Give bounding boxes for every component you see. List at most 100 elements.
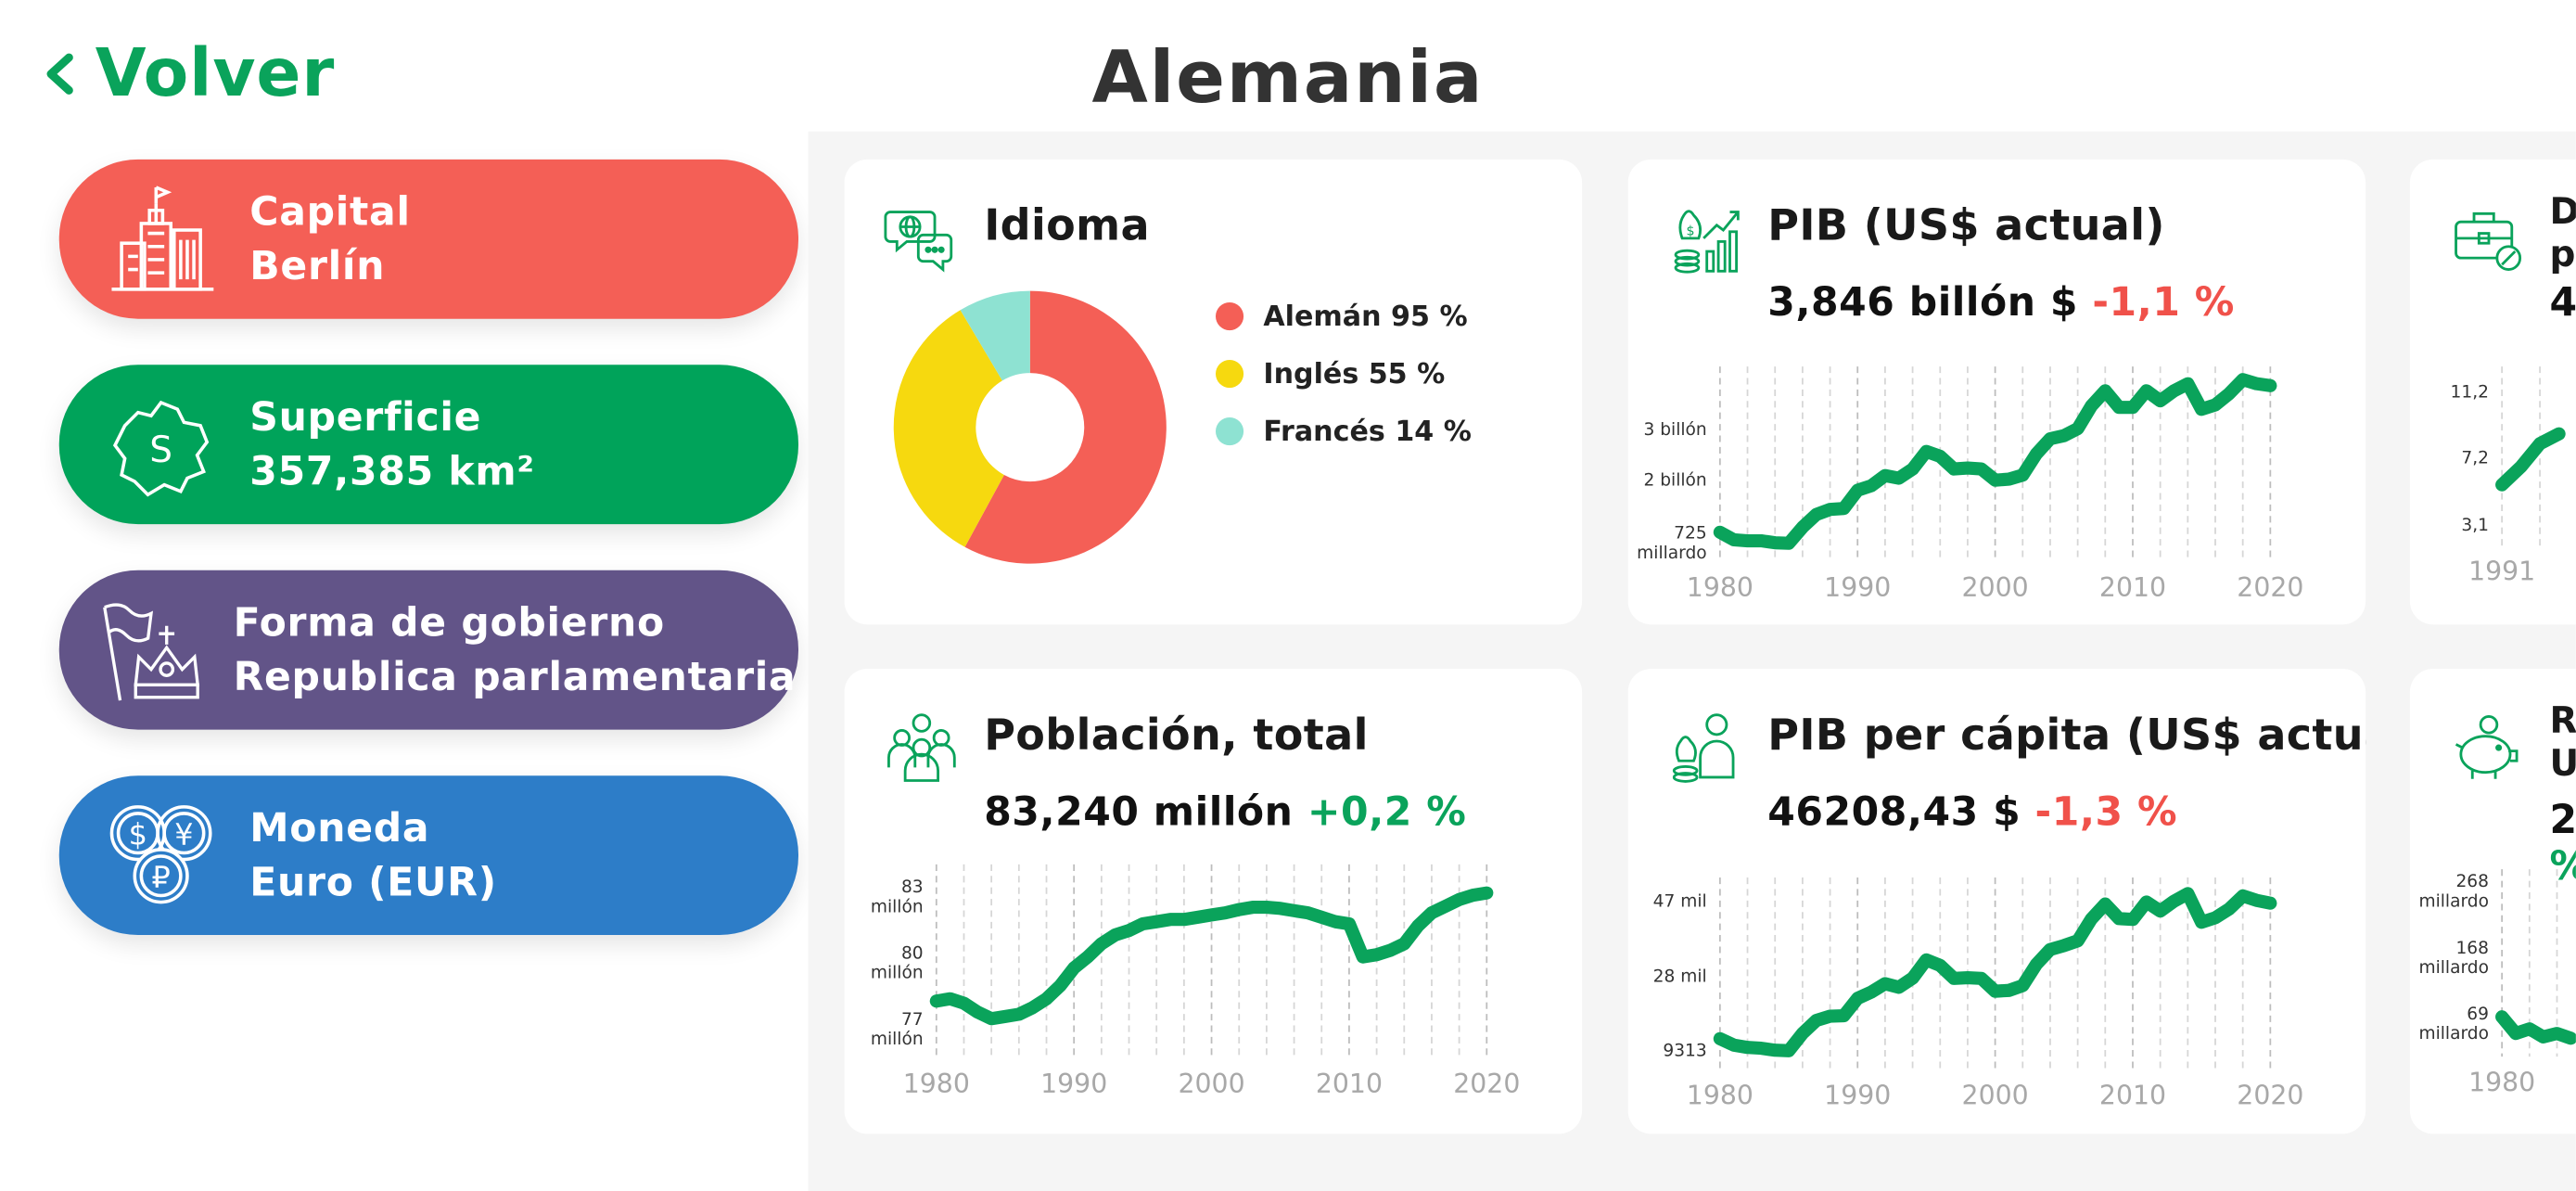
x-tick-label: 1980 <box>1687 1081 1753 1111</box>
capital-text: Capital Berlín <box>249 185 410 293</box>
series-line <box>929 886 1494 1026</box>
reserves-title-line: R <box>2549 701 2576 743</box>
x-tick-label: 1990 <box>1824 1081 1891 1111</box>
language-donut-chart <box>893 290 1167 564</box>
svg-text:$: $ <box>1686 224 1694 238</box>
gdp-line-chart: 1980 1990 2000 2010 2020 3 billón 2 billón 725 m… <box>1637 366 2303 603</box>
pie-slice <box>893 310 1004 547</box>
reserves-title-line: U <box>2550 745 2576 788</box>
x-tick-label: 2020 <box>2237 572 2303 603</box>
x-tick-label: 1980 <box>2468 1067 2535 1097</box>
government-value: Republica parlamentaria <box>233 653 797 699</box>
x-tick-label: 1980 <box>903 1069 970 1099</box>
x-tick-label: 2010 <box>1316 1069 1383 1099</box>
x-tick-label: 2000 <box>1962 1081 2029 1111</box>
debt-card[interactable]: D p 4 1991 11,2 7,2 3,1 <box>2409 159 2576 625</box>
legend-label: Alemán 95 % <box>1263 300 1468 333</box>
capital-label: Capital <box>249 187 411 235</box>
reserves-value: 2 % <box>2550 797 2576 889</box>
coins-icon: $ ¥ ₽ <box>109 804 212 903</box>
reserves-value-line: 2 <box>2549 797 2576 843</box>
gdp-title: PIB (US$ actual) <box>1767 201 2165 252</box>
currency-pill[interactable]: $ ¥ ₽ Moneda Euro (EUR) <box>58 775 798 936</box>
page-title: Alemania <box>0 36 2576 120</box>
piggy-bank-icon <box>2455 715 2519 779</box>
gdp-per-capita-line-chart: 1980 1990 2000 2010 2020 47 mil 28 mil 9313 <box>1653 877 2303 1111</box>
back-label: Volver <box>95 35 336 112</box>
area-pill[interactable]: S Superficie 357,385 km² <box>58 365 798 525</box>
reserves-title: R U <box>2550 701 2576 787</box>
population-line-chart: 1980 1990 2000 2010 2020 83 millón 80 millón 77 mi… <box>871 864 1520 1099</box>
gdp-value: 3,846 billón $ <box>1767 279 2079 326</box>
population-delta: +0,2 % <box>1307 788 1467 835</box>
gdp-delta: -1,1 % <box>2092 279 2235 326</box>
city-icon <box>111 185 214 290</box>
gdp-card[interactable]: $ PIB (US$ actual) 3,846 billón $ -1,1 %… <box>1627 159 2366 625</box>
people-group-icon <box>887 713 956 782</box>
population-value: 83,240 millón <box>984 788 1294 835</box>
money-growth-icon: $ <box>1674 210 1740 274</box>
svg-text:S: S <box>149 429 172 470</box>
map-area-icon: S <box>112 400 210 496</box>
reserves-value-line: % <box>2550 843 2576 890</box>
x-tick-label: 2020 <box>2237 1081 2303 1111</box>
x-tick-label: 1990 <box>1824 572 1891 603</box>
gdp-per-capita-title: PIB per cápita (US$ actual) <box>1767 711 2366 762</box>
legend-item: Francés 14 % <box>1215 403 1472 460</box>
area-label: Superficie <box>249 393 482 440</box>
series-line <box>1713 887 2277 1057</box>
person-money-icon <box>1672 713 1735 783</box>
debt-title: D p <box>2550 192 2576 277</box>
series-line <box>2495 1010 2576 1045</box>
legend-label: Francés 14 % <box>1263 415 1472 448</box>
population-value-row: 83,240 millón +0,2 % <box>984 788 1466 835</box>
svg-text:₽: ₽ <box>151 859 170 894</box>
crown-flag-icon <box>103 602 200 700</box>
gdp-value-row: 3,846 billón $ -1,1 % <box>1767 279 2235 326</box>
language-title: Idioma <box>984 201 1150 252</box>
y-tick-label: 77 millón <box>871 1010 924 1049</box>
svg-text:$: $ <box>129 816 147 852</box>
y-tick-label: 83 millón <box>871 877 924 916</box>
x-tick-label: 2010 <box>2099 1081 2166 1111</box>
y-tick-label: 2 billón <box>1643 471 1706 491</box>
x-tick-label: 2000 <box>1962 572 2029 603</box>
series-line <box>1713 373 2277 550</box>
y-tick-label: 9313 <box>1663 1041 1706 1060</box>
y-tick-label: 268 millardo <box>2418 872 2489 911</box>
back-button[interactable]: Volver <box>43 36 335 111</box>
language-card[interactable]: Idioma Alemán 95 % Inglés 55 % Francés 1… <box>844 159 1583 625</box>
y-tick-label: 3,1 <box>2461 516 2489 535</box>
area-text: Superficie 357,385 km² <box>249 391 534 499</box>
country-name: Alemania <box>1091 35 1485 121</box>
y-tick-label: 168 millardo <box>2418 939 2489 978</box>
legend-item: Inglés 55 % <box>1215 345 1472 403</box>
legend-label: Inglés 55 % <box>1263 357 1446 391</box>
government-pill[interactable]: Forma de gobierno Republica parlamentari… <box>58 570 798 730</box>
pie-slice <box>960 290 1030 381</box>
debt-line-chart: 1991 11,2 7,2 3,1 <box>2451 366 2566 586</box>
population-card[interactable]: Población, total 83,240 millón +0,2 % 19… <box>844 669 1583 1134</box>
legend-item: Alemán 95 % <box>1215 288 1472 345</box>
y-tick-label: 725 millardo <box>1637 524 1707 563</box>
area-value: 357,385 km² <box>249 447 535 494</box>
y-tick-label: 69 millardo <box>2418 1005 2489 1044</box>
gdp-per-capita-card[interactable]: PIB per cápita (US$ actual) 46208,43 $ -… <box>1627 669 2366 1134</box>
y-tick-label: 11,2 <box>2451 383 2489 403</box>
currency-value: Euro (EUR) <box>249 858 497 905</box>
government-text: Forma de gobierno Republica parlamentari… <box>234 596 797 704</box>
x-tick-label: 1990 <box>1040 1069 1107 1099</box>
chevron-left-icon <box>46 53 73 95</box>
language-legend: Alemán 95 % Inglés 55 % Francés 14 % <box>1215 288 1472 460</box>
currency-text: Moneda Euro (EUR) <box>249 801 497 910</box>
speech-globe-icon <box>884 211 953 273</box>
legend-swatch <box>1215 359 1244 389</box>
reserves-line-chart: 1980 268 millardo 168 millardo 69 millardo <box>2418 869 2576 1097</box>
capital-pill[interactable]: Capital Berlín <box>58 159 798 319</box>
series-line <box>2495 427 2566 492</box>
debt-title-line: D <box>2550 192 2576 235</box>
gdp-per-capita-delta: -1,3 % <box>2034 788 2178 835</box>
debt-value: 4 <box>2549 279 2576 326</box>
